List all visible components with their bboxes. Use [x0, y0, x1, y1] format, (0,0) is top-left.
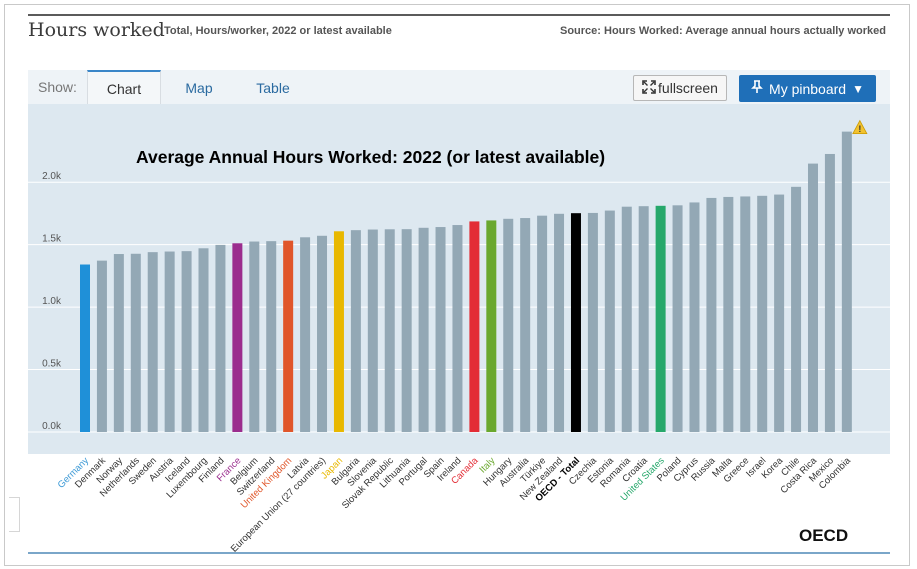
- pinboard-button[interactable]: My pinboard ▼: [739, 75, 876, 102]
- warning-mark: !: [858, 124, 861, 134]
- bar[interactable]: [469, 221, 480, 432]
- bar[interactable]: [537, 215, 548, 432]
- bar[interactable]: [384, 229, 395, 432]
- y-tick-label: 0.0k: [42, 421, 62, 432]
- chevron-down-icon: ▼: [852, 81, 864, 96]
- bar[interactable]: [689, 202, 700, 432]
- bar[interactable]: [401, 229, 412, 432]
- pinboard-label: My pinboard: [769, 80, 847, 97]
- show-label: Show:: [38, 79, 77, 95]
- source-note: Source: Hours Worked: Average annual hou…: [559, 25, 886, 37]
- bar[interactable]: [300, 237, 311, 432]
- bar[interactable]: [604, 210, 615, 432]
- bar[interactable]: [249, 241, 260, 432]
- bar[interactable]: [333, 231, 344, 432]
- bar[interactable]: [181, 251, 192, 432]
- bar[interactable]: [198, 248, 209, 432]
- bar[interactable]: [367, 229, 378, 432]
- bar[interactable]: [232, 243, 243, 432]
- pin-icon: [751, 80, 763, 97]
- y-tick-label: 1.5k: [42, 234, 62, 245]
- bar[interactable]: [638, 206, 649, 432]
- tab-chart[interactable]: Chart: [87, 70, 161, 104]
- bar[interactable]: [96, 260, 107, 432]
- bar[interactable]: [164, 251, 175, 432]
- fullscreen-button[interactable]: fullscreen: [633, 75, 727, 101]
- chart-area: Average Annual Hours Worked: 2022 (or la…: [28, 104, 890, 555]
- bar[interactable]: [215, 244, 226, 432]
- bar[interactable]: [113, 254, 124, 432]
- bar[interactable]: [554, 213, 565, 432]
- bar[interactable]: [621, 206, 632, 432]
- bar[interactable]: [418, 227, 429, 432]
- bar[interactable]: [841, 131, 852, 432]
- panel-edge: [9, 497, 20, 532]
- oecd-logo: OECD: [799, 526, 849, 545]
- tab-table[interactable]: Table: [256, 80, 290, 96]
- bar[interactable]: [350, 230, 361, 432]
- bar[interactable]: [774, 194, 785, 432]
- bar[interactable]: [655, 205, 666, 432]
- bar[interactable]: [570, 213, 581, 432]
- bar[interactable]: [503, 218, 514, 432]
- bar[interactable]: [672, 205, 683, 432]
- bar[interactable]: [723, 196, 734, 432]
- bar[interactable]: [283, 240, 294, 432]
- y-tick-label: 1.0k: [42, 296, 62, 307]
- bar[interactable]: [435, 227, 446, 432]
- page-subtitle: Total, Hours/worker, 2022 or latest avai…: [164, 25, 392, 37]
- bar-chart: Average Annual Hours Worked: 2022 (or la…: [28, 104, 890, 555]
- window-frame: [4, 4, 910, 566]
- bar[interactable]: [80, 264, 90, 432]
- page-title: Hours worked: [28, 19, 165, 41]
- footer-rule: [28, 552, 890, 554]
- bar[interactable]: [147, 252, 158, 432]
- warning-icon[interactable]: [852, 119, 868, 135]
- bar[interactable]: [520, 218, 531, 432]
- bar[interactable]: [807, 163, 818, 432]
- bar[interactable]: [587, 212, 598, 432]
- bar[interactable]: [791, 186, 802, 432]
- bar[interactable]: [130, 253, 141, 432]
- bar[interactable]: [706, 197, 717, 432]
- bar[interactable]: [740, 196, 751, 432]
- bar[interactable]: [452, 225, 463, 432]
- chart-title: Average Annual Hours Worked: 2022 (or la…: [136, 147, 605, 167]
- bar[interactable]: [486, 220, 497, 432]
- tab-map[interactable]: Map: [185, 80, 213, 96]
- bar[interactable]: [757, 195, 768, 432]
- header-rule: [28, 14, 890, 16]
- y-tick-label: 0.5k: [42, 359, 62, 370]
- bar[interactable]: [824, 153, 835, 432]
- bar[interactable]: [266, 241, 277, 432]
- fullscreen-icon: [642, 79, 656, 97]
- view-toolbar: Show: Chart Map Table fullscreen My pinb…: [28, 70, 890, 104]
- bar[interactable]: [317, 235, 328, 432]
- fullscreen-label: fullscreen: [658, 80, 718, 96]
- y-tick-label: 2.0k: [42, 171, 62, 182]
